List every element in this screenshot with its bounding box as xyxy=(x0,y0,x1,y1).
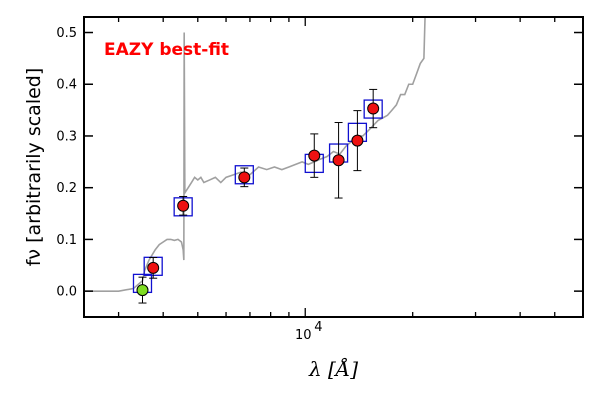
y-tick-label: 0.1 xyxy=(56,233,77,248)
y-tick-label: 0.0 xyxy=(56,285,77,300)
annotation-label: EAZY best-fit xyxy=(104,40,229,60)
y-axis-label: fν [arbitrarily scaled] xyxy=(23,68,45,267)
y-tick-label: 0.5 xyxy=(56,26,77,41)
observed-point xyxy=(351,134,364,147)
observed-point xyxy=(238,171,251,184)
plot-area xyxy=(84,17,426,304)
observed-point xyxy=(147,261,160,274)
observed-point xyxy=(308,149,321,162)
x-tick-label-exponent: 4 xyxy=(314,320,322,335)
model-spectrum-line xyxy=(84,17,426,292)
y-tick-label: 0.3 xyxy=(56,129,77,144)
observed-point xyxy=(332,154,345,167)
axes: 0.0 0.1 0.2 0.3 0.4 0.5 104 λ [Å] fν [arbitraril… xyxy=(23,16,584,381)
plot-frame xyxy=(83,16,584,318)
y-tick-label: 0.2 xyxy=(56,181,77,196)
x-axis-label: λ [Å] xyxy=(308,356,358,381)
observed-point xyxy=(177,199,190,212)
observed-point xyxy=(136,284,149,297)
y-tick-label: 0.4 xyxy=(56,78,77,93)
observed-point xyxy=(367,102,380,115)
x-tick-label: 10 xyxy=(295,328,312,343)
